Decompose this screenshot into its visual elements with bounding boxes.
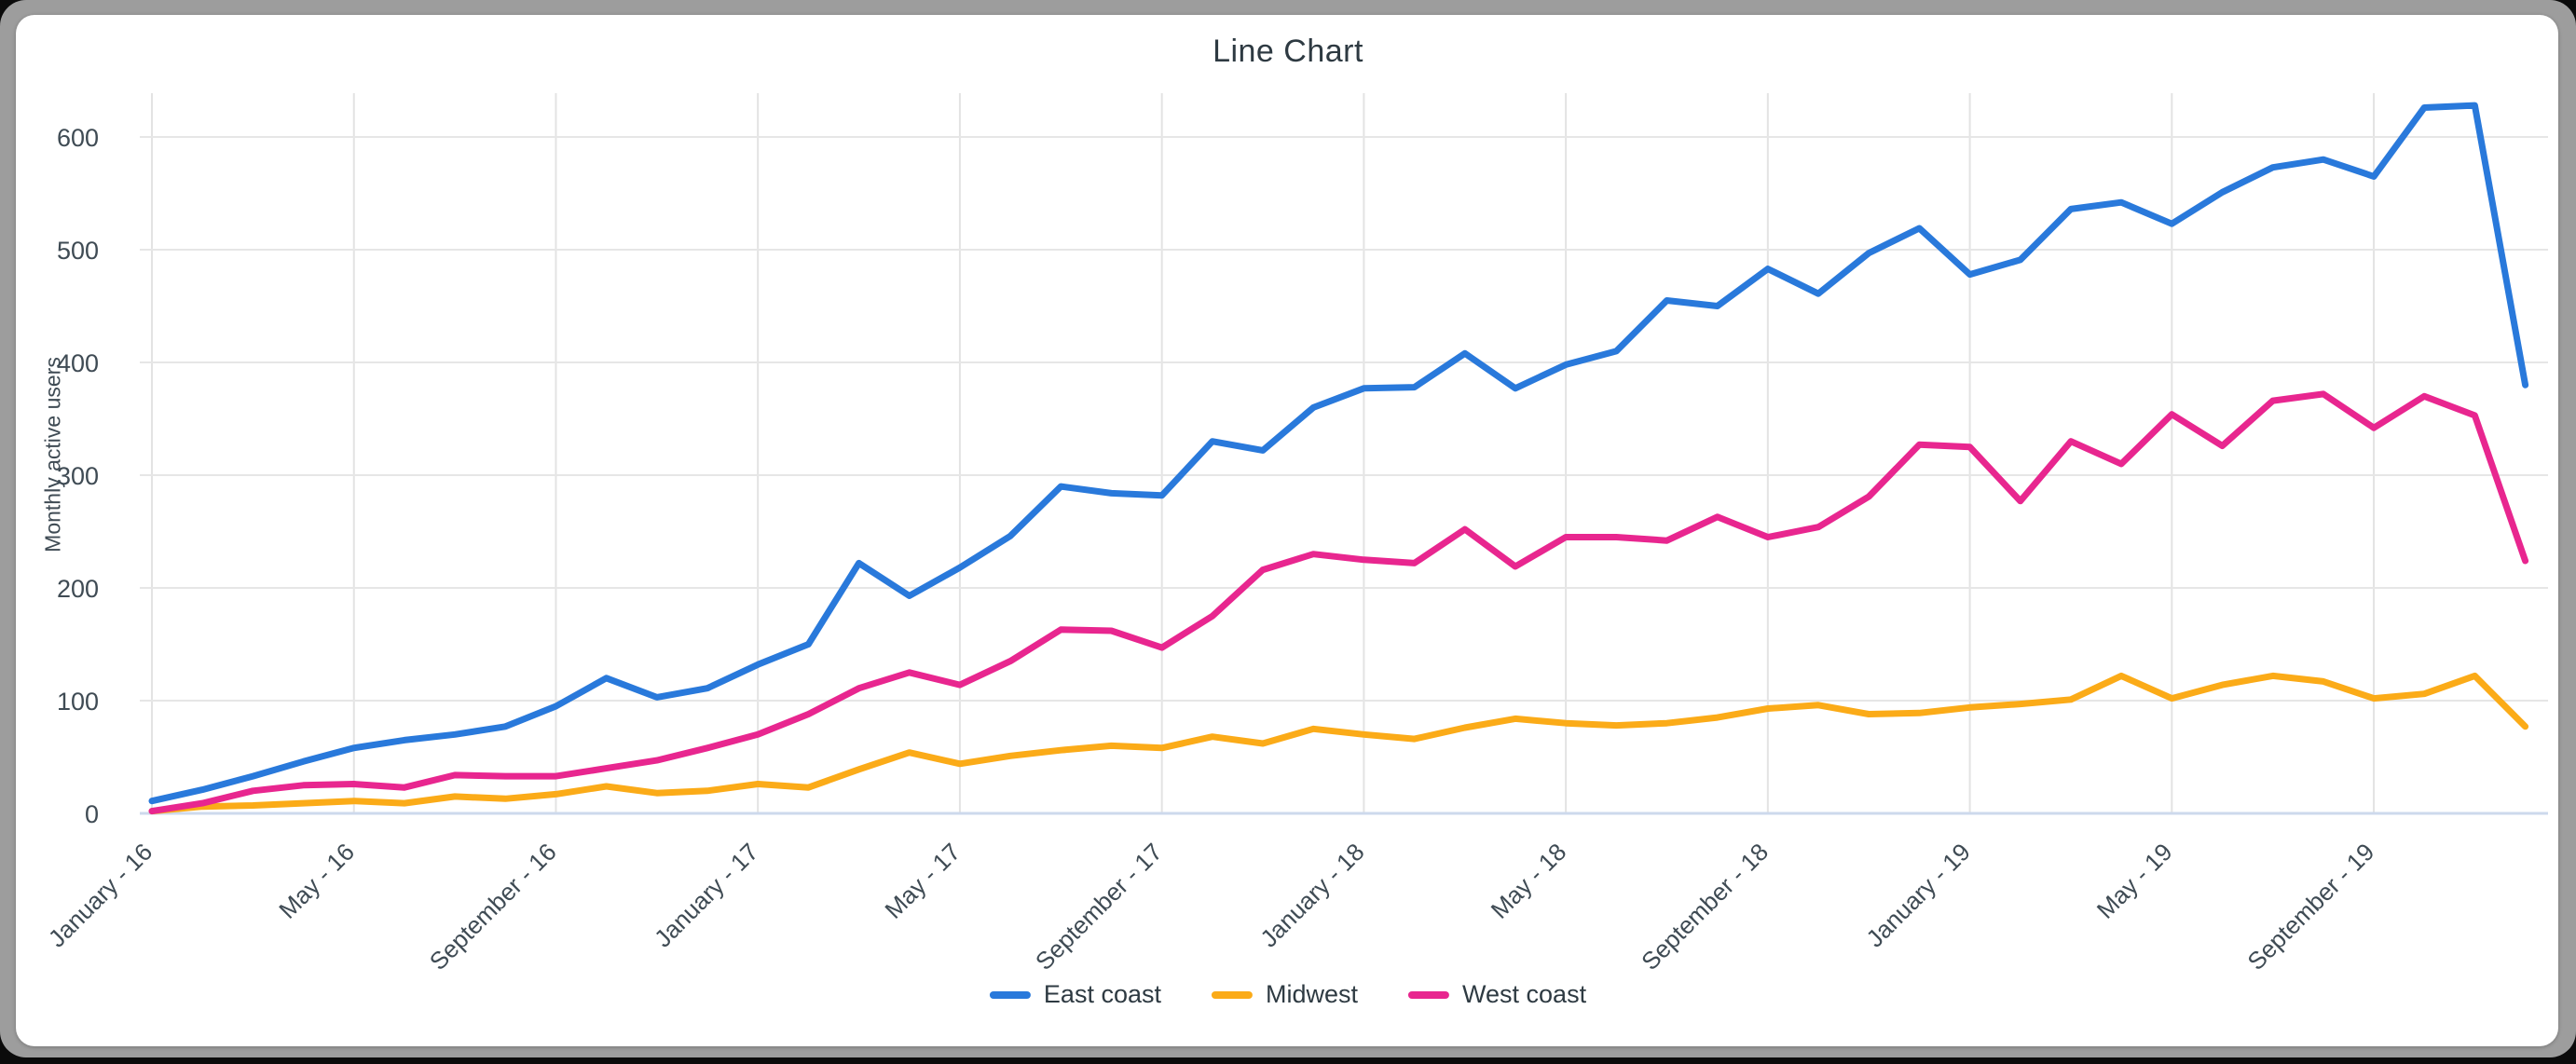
y-tick-label: 200: [57, 575, 99, 603]
east-coast-line-swatch: [989, 990, 1031, 999]
y-tick-label: 500: [57, 237, 99, 265]
midwest-line-swatch: [1211, 990, 1253, 999]
y-tick-label: 600: [57, 124, 99, 152]
x-tick-label: January - 18: [1254, 838, 1369, 952]
y-tick-label: 100: [57, 688, 99, 716]
x-tick-label: January - 16: [43, 838, 158, 952]
y-tick-label: 0: [85, 800, 99, 828]
west-coast-line-swatch: [1408, 990, 1450, 999]
chart-card: [16, 15, 2558, 1046]
legend-item-east-coast[interactable]: East coast: [989, 980, 1161, 1009]
x-tick-label: May - 19: [2091, 838, 2178, 924]
chart-legend: East coast Midwest West coast: [989, 980, 1586, 1009]
legend-label: Midwest: [1265, 980, 1359, 1008]
series-line-east-coast: [148, 102, 2529, 805]
x-tick-label: May - 16: [273, 838, 360, 924]
x-tick-label: January - 19: [1860, 838, 1975, 952]
y-tick-label: 400: [57, 349, 99, 377]
x-tick-label: September - 18: [1636, 838, 1774, 975]
x-tick-label: September - 19: [2241, 838, 2379, 975]
legend-label: East coast: [1043, 980, 1161, 1008]
x-tick-label: September - 17: [1030, 838, 1168, 975]
series-line-west-coast: [148, 390, 2529, 815]
y-axis-title: Monthly active users: [40, 357, 65, 552]
chart-title: Line Chart: [1213, 34, 1363, 69]
x-tick-label: September - 16: [424, 838, 562, 975]
y-tick-label: 300: [57, 462, 99, 490]
legend-label: West coast: [1462, 980, 1587, 1008]
x-tick-label: May - 18: [1486, 838, 1572, 924]
x-tick-label: May - 17: [879, 838, 966, 924]
legend-item-midwest[interactable]: Midwest: [1211, 980, 1359, 1009]
series-line-midwest: [148, 672, 2529, 815]
legend-item-west-coast[interactable]: West coast: [1408, 980, 1586, 1009]
x-tick-label: January - 17: [649, 838, 763, 952]
